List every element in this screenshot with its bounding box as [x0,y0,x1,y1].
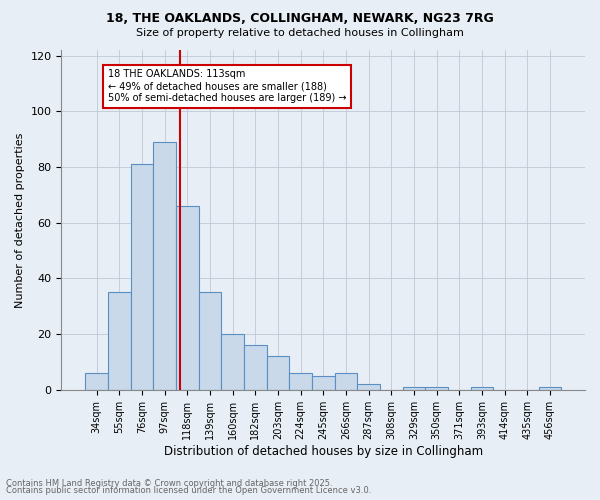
Bar [312,376,335,390]
X-axis label: Distribution of detached houses by size in Collingham: Distribution of detached houses by size … [164,444,483,458]
Text: Size of property relative to detached houses in Collingham: Size of property relative to detached ho… [136,28,464,38]
Bar [266,356,289,390]
Bar [221,334,244,390]
Bar [176,206,199,390]
Text: 18, THE OAKLANDS, COLLINGHAM, NEWARK, NG23 7RG: 18, THE OAKLANDS, COLLINGHAM, NEWARK, NG… [106,12,494,26]
Bar [153,142,176,390]
Bar [425,387,448,390]
Bar [403,387,425,390]
Text: Contains public sector information licensed under the Open Government Licence v3: Contains public sector information licen… [6,486,371,495]
Text: Contains HM Land Registry data © Crown copyright and database right 2025.: Contains HM Land Registry data © Crown c… [6,478,332,488]
Bar [85,373,108,390]
Bar [244,346,266,390]
Bar [289,373,312,390]
Bar [335,373,357,390]
Bar [131,164,153,390]
Y-axis label: Number of detached properties: Number of detached properties [15,132,25,308]
Bar [357,384,380,390]
Text: 18 THE OAKLANDS: 113sqm
← 49% of detached houses are smaller (188)
50% of semi-d: 18 THE OAKLANDS: 113sqm ← 49% of detache… [108,70,346,102]
Bar [470,387,493,390]
Bar [199,292,221,390]
Bar [539,387,561,390]
Bar [108,292,131,390]
